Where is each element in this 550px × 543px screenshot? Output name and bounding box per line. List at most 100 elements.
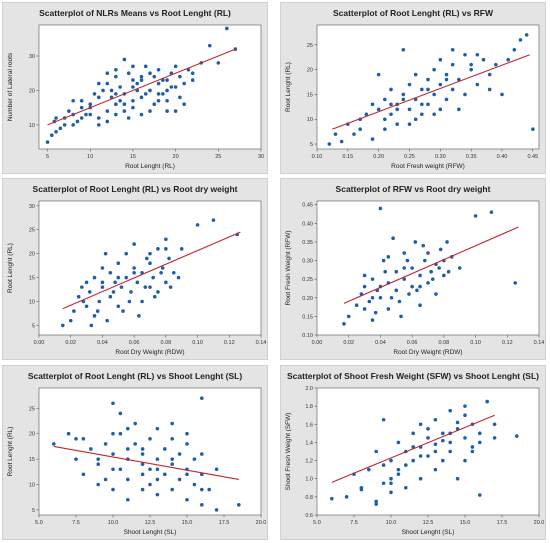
data-point	[182, 81, 186, 86]
data-point	[135, 280, 140, 285]
data-point	[139, 74, 144, 79]
data-point	[374, 449, 378, 454]
data-point	[426, 436, 430, 440]
x-tick-label: 12.5	[423, 520, 434, 526]
data-point	[469, 67, 473, 72]
data-point	[170, 457, 174, 461]
data-point	[114, 92, 118, 96]
data-point	[426, 102, 430, 107]
y-axis-label: Root Lenght (RL)	[7, 427, 14, 477]
data-point	[389, 458, 393, 463]
data-point	[84, 304, 89, 309]
data-point	[96, 482, 100, 487]
data-point	[52, 442, 56, 446]
data-point	[179, 247, 184, 251]
data-point	[433, 449, 438, 454]
data-point	[156, 92, 161, 96]
data-point	[354, 303, 359, 308]
data-point	[492, 436, 497, 440]
data-point	[396, 467, 401, 472]
data-point	[339, 139, 344, 144]
data-point	[410, 284, 414, 289]
data-point	[430, 277, 435, 281]
data-point	[74, 457, 78, 461]
data-point	[105, 318, 109, 323]
y-tick-label: 25	[307, 43, 313, 49]
data-point	[126, 497, 130, 502]
data-point	[62, 123, 67, 127]
x-tick-label: 15.0	[460, 520, 471, 526]
data-point	[140, 299, 144, 304]
data-point	[481, 57, 486, 62]
x-axis-label: Root Lenght (RL)	[125, 163, 175, 170]
data-point	[448, 408, 452, 413]
x-tick-label: 0.08	[438, 340, 449, 346]
y-tick-label: 0.25	[302, 277, 313, 283]
x-tick-label: 17.5	[497, 520, 508, 526]
data-point	[492, 422, 497, 427]
data-point	[113, 280, 117, 285]
x-tick-label: 15	[130, 154, 136, 160]
data-point	[89, 447, 93, 451]
data-point	[434, 292, 438, 296]
data-point	[111, 467, 115, 472]
data-point	[389, 490, 393, 495]
data-point	[143, 64, 148, 69]
data-point	[395, 122, 399, 126]
data-point	[413, 117, 418, 122]
data-point	[211, 218, 216, 222]
data-point	[152, 294, 157, 299]
y-tick-label: 5	[32, 508, 35, 514]
data-point	[148, 109, 152, 113]
data-point	[381, 481, 386, 486]
data-point	[116, 275, 121, 280]
data-point	[132, 270, 136, 275]
data-point	[418, 303, 422, 308]
data-point	[200, 487, 204, 492]
data-point	[426, 281, 430, 285]
data-point	[96, 95, 101, 100]
data-point	[58, 126, 63, 131]
data-point	[74, 437, 78, 441]
data-point	[374, 499, 378, 504]
data-point	[418, 273, 422, 278]
data-point	[423, 258, 427, 263]
chart-panel-4: Scatterplot of RFW vs Root dry weight 0.0…	[280, 178, 546, 360]
data-point	[444, 72, 449, 77]
scatterplot-svg: Scatterplot of Root Lenght (RL) vs RFW 0.…	[285, 8, 540, 170]
data-point	[156, 290, 160, 294]
data-point	[444, 97, 449, 102]
data-point	[173, 64, 178, 69]
data-point	[159, 270, 163, 275]
data-point	[362, 307, 367, 311]
data-point	[438, 247, 443, 252]
data-point	[178, 74, 182, 79]
data-point	[118, 98, 122, 103]
data-point	[109, 88, 114, 93]
data-point	[122, 102, 127, 107]
data-point	[342, 322, 346, 326]
data-point	[395, 107, 399, 112]
data-point	[95, 309, 100, 313]
x-tick-label: 20.0	[534, 520, 545, 526]
data-point	[140, 452, 145, 456]
data-point	[463, 413, 467, 418]
data-point	[148, 467, 152, 472]
y-tick-label: 0.20	[302, 296, 313, 302]
data-point	[402, 251, 407, 255]
data-point	[463, 436, 467, 440]
data-point	[155, 467, 160, 472]
data-point	[79, 98, 84, 103]
data-point	[418, 454, 423, 458]
data-point	[404, 485, 408, 490]
data-point	[364, 112, 369, 117]
data-point	[470, 449, 475, 454]
data-point	[373, 310, 378, 315]
data-point	[124, 251, 129, 256]
data-point	[116, 261, 121, 266]
data-point	[155, 477, 160, 482]
data-point	[135, 81, 139, 86]
data-point	[396, 472, 401, 476]
data-point	[237, 503, 241, 507]
data-point	[475, 52, 480, 57]
